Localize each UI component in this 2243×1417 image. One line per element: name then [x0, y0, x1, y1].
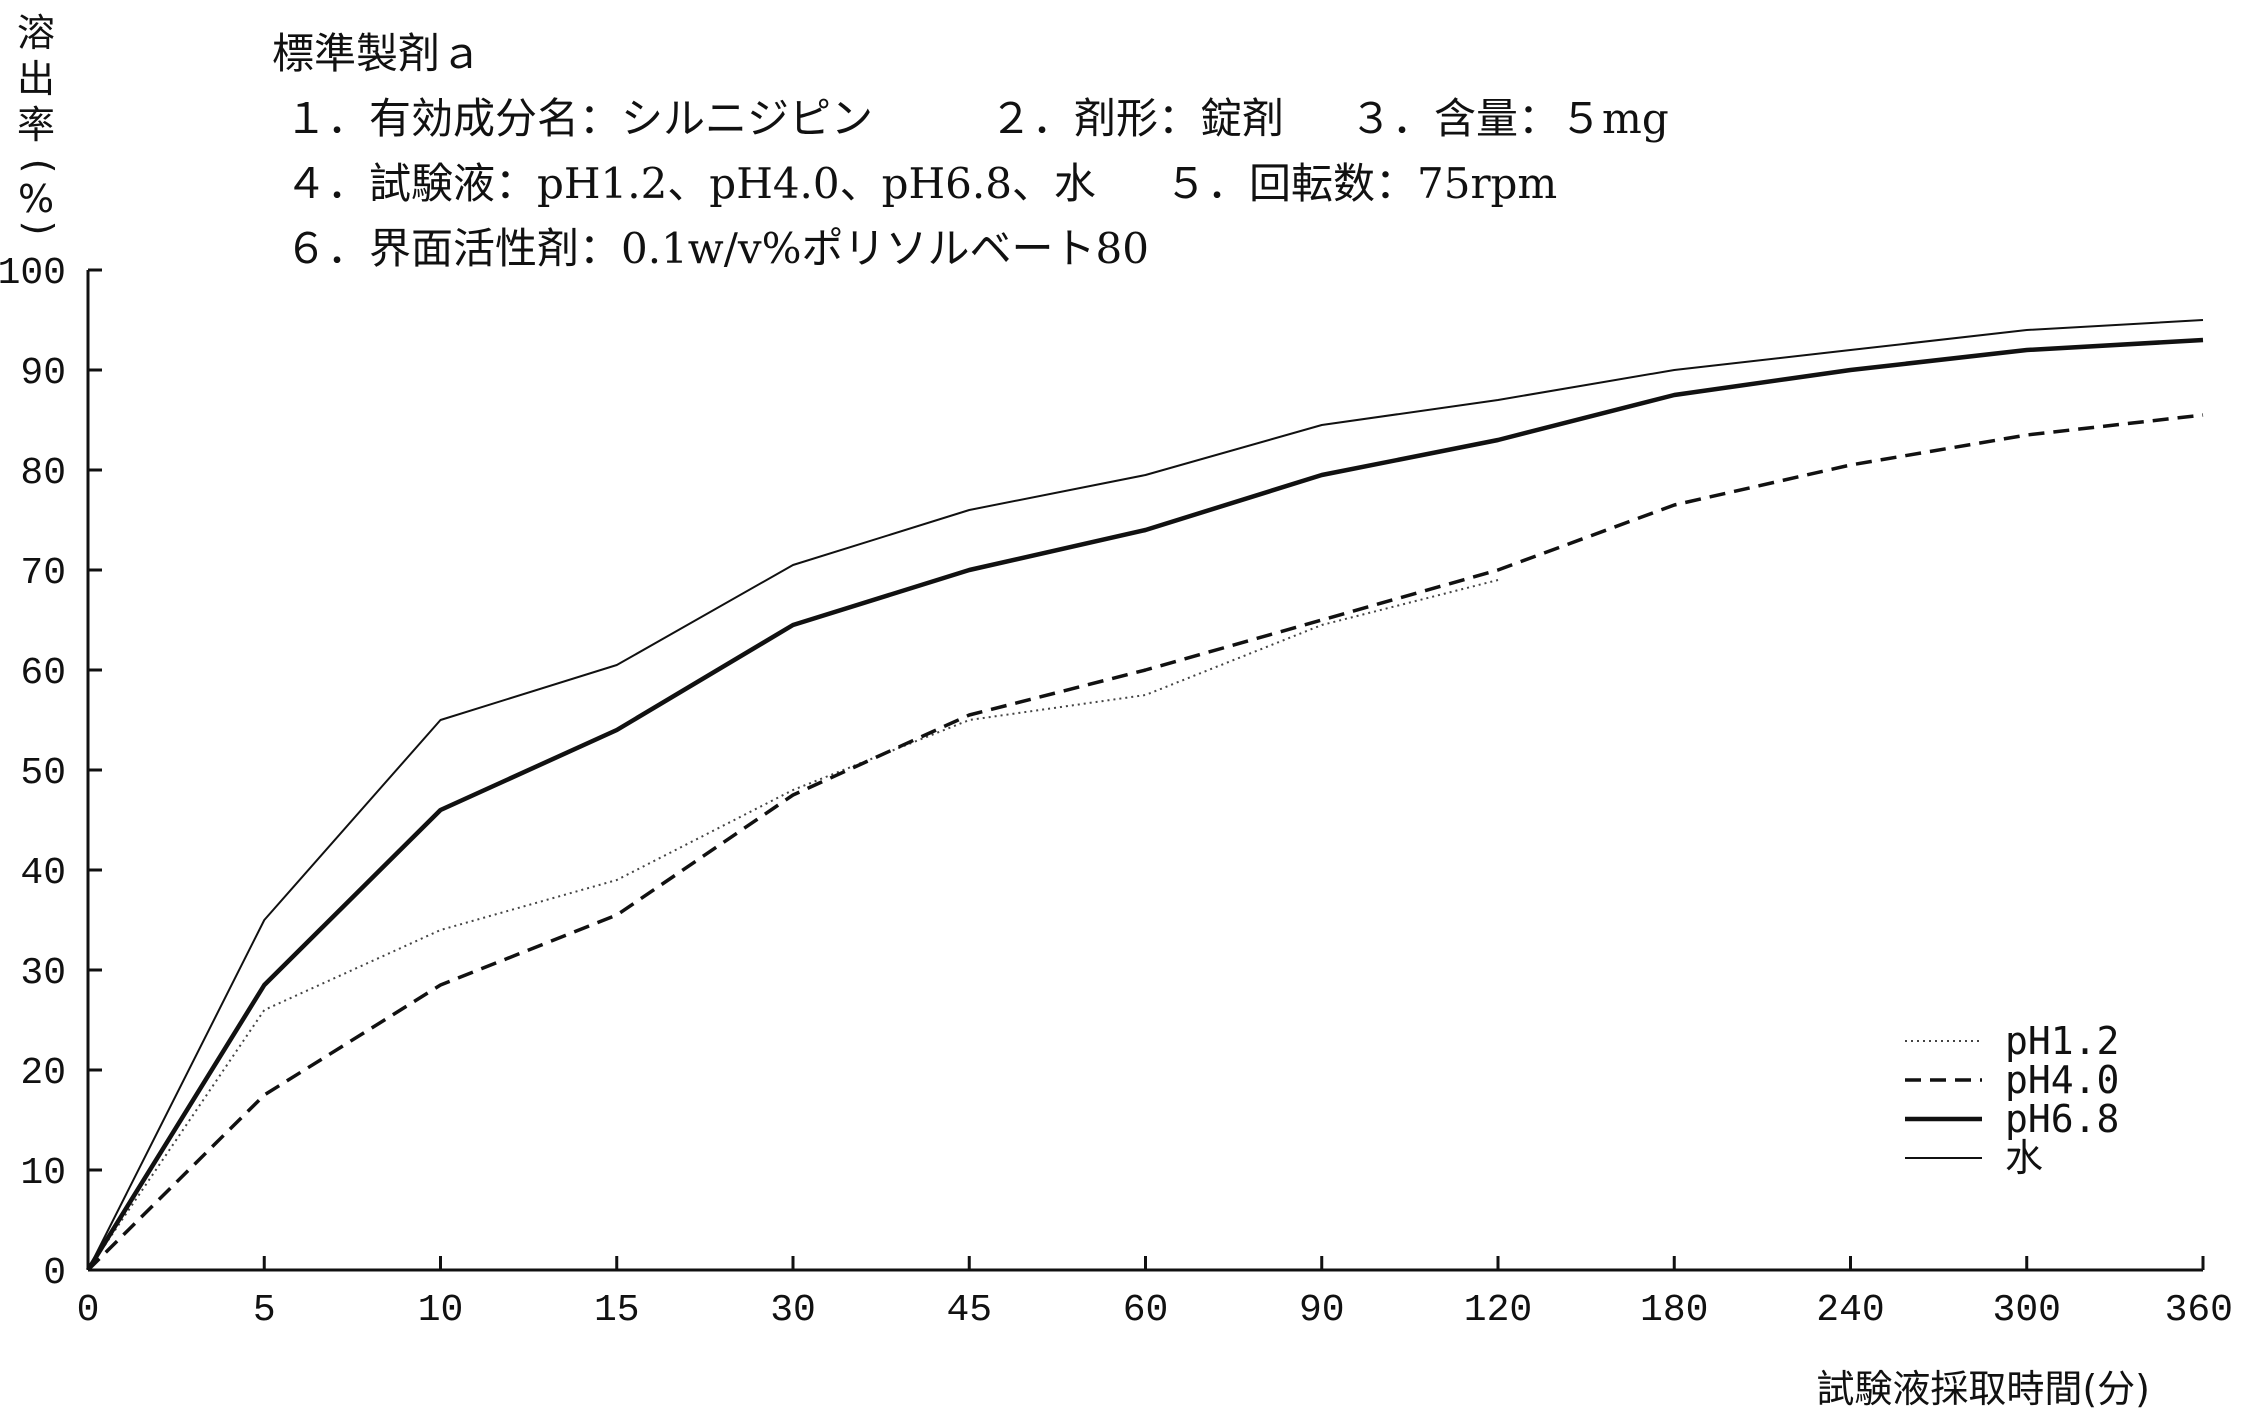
- info-line2-media: ４．試験液：pH1.2、pH4.0、pH6.8、水: [285, 159, 1096, 208]
- y-title-char-2: 出: [17, 57, 55, 101]
- series-lines: [86, 319, 2204, 1272]
- y-title-char-4: (: [17, 159, 61, 174]
- x-tick-label: 90: [1299, 1289, 1345, 1332]
- y-axis-ticks: 0 10 20 30 40 50 60 70 80 90 100: [0, 252, 102, 1295]
- y-axis-title: 溶 出 率 ( % ): [17, 11, 61, 235]
- x-tick-label: 0: [77, 1289, 100, 1332]
- info-line2-rpm: ５．回転数：75rpm: [1165, 159, 1557, 208]
- x-tick-label: 240: [1816, 1289, 1884, 1332]
- legend-label-ph12: pH1.2: [2005, 1019, 2119, 1063]
- x-tick-label: 60: [1123, 1289, 1169, 1332]
- legend-label-ph40: pH4.0: [2005, 1058, 2119, 1102]
- x-tick-label: 360: [2165, 1289, 2233, 1332]
- y-tick-label: 70: [20, 552, 66, 595]
- x-tick-label: 15: [594, 1289, 640, 1332]
- y-tick-label: 10: [20, 1152, 66, 1195]
- y-tick-label: 80: [20, 452, 66, 495]
- y-title-char-6: ): [17, 221, 61, 236]
- series-line-2: [86, 413, 2204, 1272]
- info-title: 標準製剤ａ: [272, 29, 482, 78]
- y-tick-label: 100: [0, 252, 66, 295]
- x-axis-title: 試験液採取時間(分): [1816, 1367, 2150, 1411]
- x-tick-label: 45: [946, 1289, 992, 1332]
- y-tick-label: 30: [20, 952, 66, 995]
- legend-label-ph68: pH6.8: [2005, 1097, 2119, 1141]
- x-axis-ticks: 0 5 10 15 30 45 60 90 120 180 240 300 360: [77, 1256, 2233, 1332]
- series-line-1: [87, 579, 1499, 1271]
- series-line-4: [87, 319, 2204, 1271]
- info-line3-surfactant: ６．界面活性剤：0.1w/v%ポリソルベート80: [285, 224, 1149, 273]
- x-tick-label: 180: [1640, 1289, 1708, 1332]
- x-tick-label: 30: [770, 1289, 816, 1332]
- y-title-char-5: %: [18, 177, 54, 221]
- info-line1-form: ２．剤形：錠剤: [990, 94, 1284, 143]
- x-tick-label: 10: [418, 1289, 464, 1332]
- y-tick-label: 60: [20, 652, 66, 695]
- legend-label-water: 水: [2005, 1136, 2043, 1180]
- info-line1-ingredient: １．有効成分名：シルニジピン: [285, 94, 873, 143]
- y-title-char-1: 溶: [17, 11, 55, 55]
- info-block: 標準製剤ａ １．有効成分名：シルニジピン ２．剤形：錠剤 ３．含量：５mg ４．…: [272, 29, 1669, 273]
- series-line-3: [86, 337, 2204, 1272]
- y-tick-label: 40: [20, 852, 66, 895]
- x-tick-label: 5: [253, 1289, 276, 1332]
- y-tick-label: 50: [20, 752, 66, 795]
- y-tick-label: 90: [20, 352, 66, 395]
- y-tick-label: 20: [20, 1052, 66, 1095]
- x-tick-label: 120: [1464, 1289, 1532, 1332]
- x-tick-label: 300: [1993, 1289, 2061, 1332]
- legend: pH1.2 pH4.0 pH6.8 水: [1905, 1019, 2119, 1180]
- y-title-char-3: 率: [17, 103, 55, 147]
- info-line1-content: ３．含量：５mg: [1350, 94, 1669, 143]
- y-tick-label: 0: [43, 1252, 66, 1295]
